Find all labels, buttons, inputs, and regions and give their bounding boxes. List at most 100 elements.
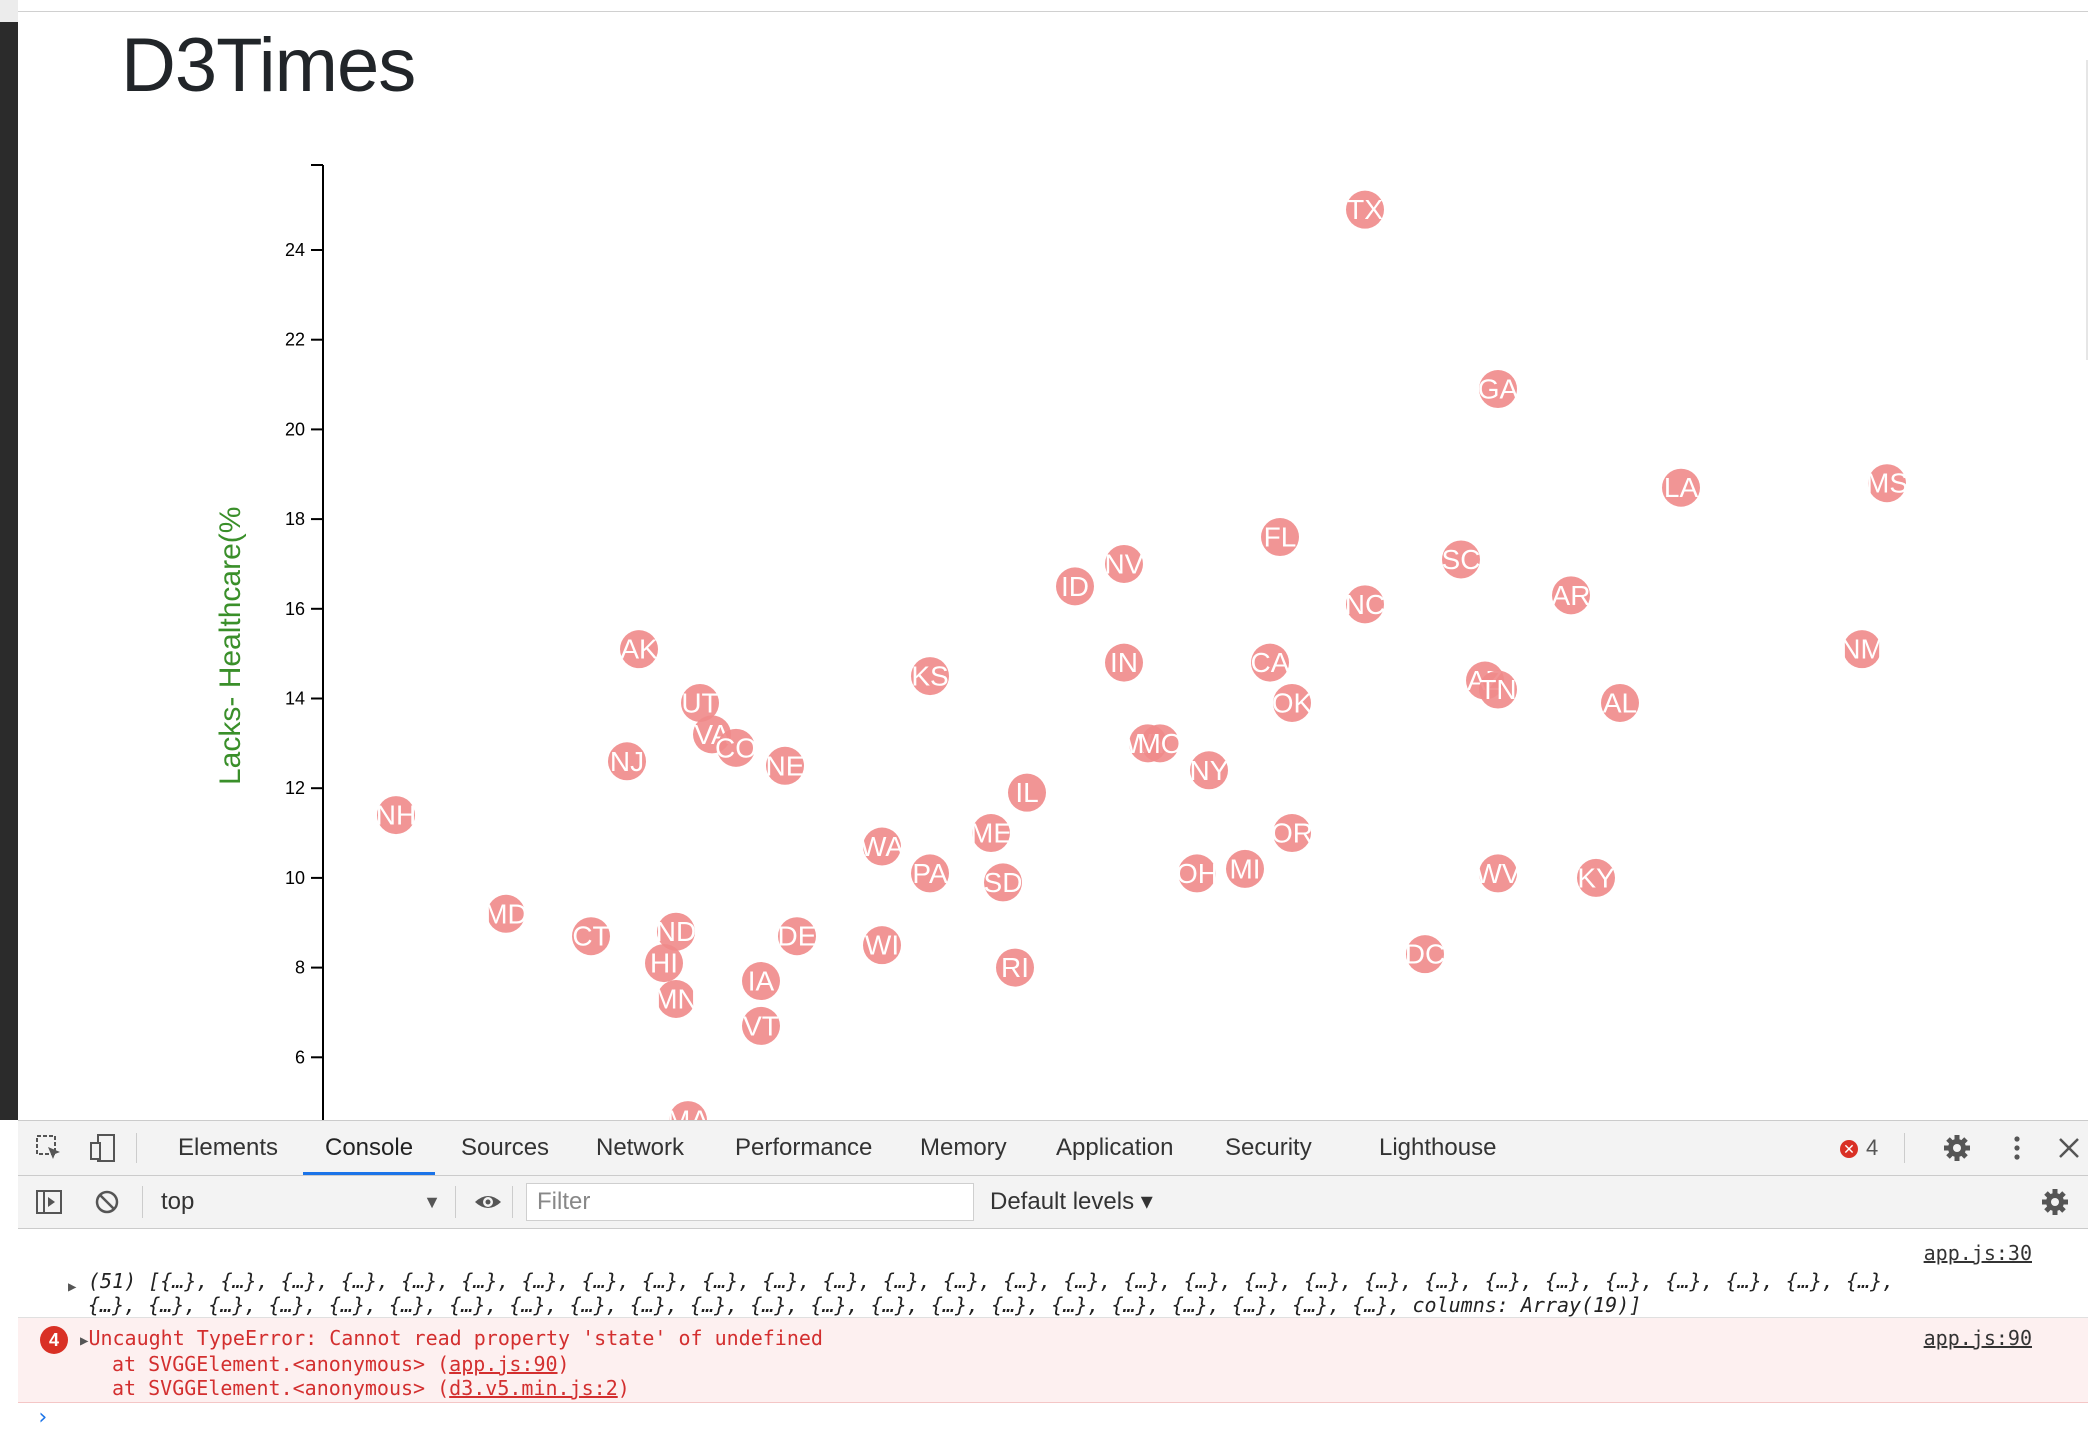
data-point-circle — [669, 1101, 707, 1120]
data-point-circle — [996, 948, 1034, 987]
tab-lighthouse[interactable]: Lighthouse — [1379, 1134, 1497, 1161]
log-text-line1: (51) [{…}, {…}, {…}, {…}, {…}, {…}, {…},… — [88, 1269, 1895, 1293]
data-point-circle — [1843, 630, 1881, 669]
y-tick-label: 22 — [285, 330, 305, 350]
data-point-circle — [1479, 370, 1517, 409]
tab-console[interactable]: Console — [303, 1121, 436, 1175]
tab-application[interactable]: Application — [1056, 1134, 1174, 1161]
data-point-circle — [863, 827, 901, 866]
data-point-il: IL — [1008, 773, 1046, 812]
data-point-label: WI — [865, 930, 899, 961]
data-point-ms: MS — [1866, 464, 1908, 503]
tab-network[interactable]: Network — [596, 1134, 685, 1161]
data-point-label: ND — [656, 916, 696, 947]
scrollbar[interactable] — [2076, 60, 2088, 360]
data-point-label: MD — [484, 898, 528, 929]
console-settings-gear-icon[interactable] — [2040, 1187, 2070, 1217]
y-tick: 16 — [285, 599, 323, 619]
log-source-link[interactable]: app.js:30 — [1923, 1241, 2032, 1265]
tab-performance[interactable]: Performance — [735, 1134, 873, 1161]
data-point-or: OR — [1271, 814, 1313, 853]
data-point-ak: AK — [620, 630, 658, 669]
console-filter-input[interactable] — [526, 1183, 974, 1221]
device-toolbar-icon[interactable] — [88, 1133, 118, 1163]
data-point-ct: CT — [572, 917, 610, 956]
data-point-circle — [1601, 683, 1639, 722]
data-point-label: DC — [1405, 939, 1445, 970]
data-point-circle — [657, 912, 695, 951]
console-error-entry[interactable]: 4 app.js:90 ▶Uncaught TypeError: Cannot … — [18, 1318, 2088, 1403]
data-point-oh: OH — [1176, 854, 1218, 893]
stack-trace-line: at SVGGElement.<anonymous> (d3.v5.min.js… — [112, 1376, 630, 1400]
dropdown-arrow-icon: ▼ — [423, 1192, 441, 1212]
y-axis-label: Lacks- Healthcare(% — [214, 507, 247, 785]
data-point-label: NE — [766, 750, 805, 781]
y-axis: 6 8 10 12 14 16 18 20 22 24 — [285, 164, 324, 1120]
data-point-label: KY — [1577, 862, 1615, 893]
data-point-label: PA — [912, 858, 948, 889]
data-point-nd: ND — [656, 912, 696, 951]
live-expression-eye-icon[interactable] — [473, 1187, 503, 1217]
data-point-label: TX — [1347, 194, 1383, 225]
left-edge-highlight — [0, 0, 18, 22]
data-point-label: FL — [1264, 522, 1297, 553]
settings-gear-icon[interactable] — [1942, 1133, 1972, 1163]
filter-divider — [512, 1186, 513, 1218]
data-point-circle — [487, 894, 525, 933]
data-point-circle — [1273, 814, 1311, 853]
data-point-circle — [1662, 468, 1700, 507]
expand-triangle-icon[interactable]: ▶ — [68, 1279, 77, 1295]
data-point-label: IL — [1015, 777, 1038, 808]
error-count-label: 4 — [1866, 1135, 1879, 1160]
stack-trace-link[interactable]: app.js:90 — [449, 1352, 558, 1376]
inspect-element-icon[interactable] — [34, 1133, 64, 1163]
data-point-tn: TN — [1479, 670, 1517, 709]
data-point-ia: IA — [742, 962, 780, 1001]
close-icon[interactable] — [2054, 1133, 2084, 1163]
context-selector[interactable]: top ▼ — [161, 1184, 441, 1220]
error-source-link[interactable]: app.js:90 — [1923, 1326, 2032, 1350]
data-point-ny: NY — [1190, 751, 1229, 790]
data-point-label: AL — [1603, 687, 1637, 718]
y-tick: 20 — [285, 419, 323, 439]
tab-sources[interactable]: Sources — [461, 1134, 550, 1161]
data-point-dc: DC — [1405, 935, 1445, 974]
data-point-label: OK — [1272, 687, 1313, 718]
clear-console-icon[interactable] — [92, 1187, 122, 1217]
stack-trace-link[interactable]: d3.v5.min.js:2 — [449, 1376, 618, 1400]
tab-security[interactable]: Security — [1225, 1134, 1312, 1161]
data-point-circle — [608, 742, 646, 781]
error-message-text: Uncaught TypeError: Cannot read property… — [88, 1326, 823, 1350]
tab-elements[interactable]: Elements — [178, 1134, 279, 1161]
data-point-co: CO — [715, 728, 757, 767]
data-point-circle — [984, 863, 1022, 902]
data-point-ks: KS — [911, 657, 949, 696]
console-log-entry[interactable]: app.js:30 ▶ (51) [{…}, {…}, {…}, {…}, {…… — [18, 1229, 2088, 1318]
data-point-circle — [1105, 643, 1143, 682]
error-counter[interactable]: ✕ 4 — [1840, 1121, 1878, 1175]
data-point-nj: NJ — [608, 742, 646, 781]
data-point-circle — [1251, 643, 1289, 682]
more-options-icon[interactable] — [2002, 1133, 2032, 1163]
data-point-label: HI — [650, 948, 678, 979]
console-output: app.js:30 ▶ (51) [{…}, {…}, {…}, {…}, {…… — [18, 1229, 2088, 1443]
data-point-circle — [1406, 935, 1444, 974]
log-levels-dropdown[interactable]: Default levels ▾ — [990, 1188, 1153, 1215]
y-tick-label: 24 — [285, 240, 305, 260]
console-prompt-icon[interactable]: › — [36, 1405, 50, 1430]
tab-memory[interactable]: Memory — [920, 1134, 1007, 1161]
data-point-circle — [1346, 585, 1384, 624]
show-sidebar-icon[interactable] — [34, 1187, 64, 1217]
data-point-label: UT — [681, 687, 718, 718]
data-point-circle — [1105, 544, 1143, 583]
error-message[interactable]: ▶Uncaught TypeError: Cannot read propert… — [80, 1326, 823, 1350]
data-point-label: MA — [667, 1105, 709, 1120]
devtools-panel: Elements Console Sources Network Performance… — [18, 1120, 2088, 1443]
filter-divider — [455, 1186, 456, 1218]
stack-trace-prefix: at SVGGElement.<anonymous> ( — [112, 1352, 450, 1376]
data-point-id: ID — [1056, 567, 1094, 606]
data-point-label: CT — [572, 921, 609, 952]
data-point-la: LA — [1662, 468, 1700, 507]
data-point-ar: AR — [1552, 576, 1590, 615]
data-point-circle — [657, 979, 695, 1018]
